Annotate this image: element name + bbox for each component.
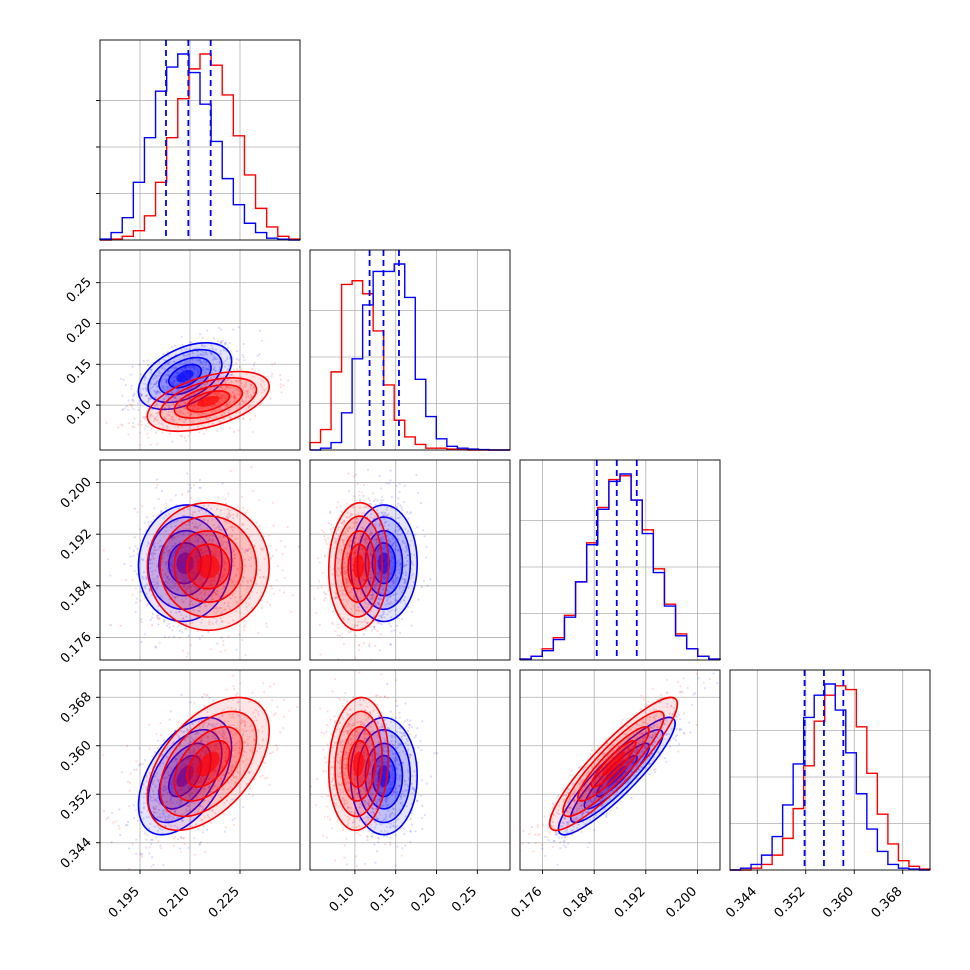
- histogram-blue: [99, 53, 300, 241]
- panel-frame: [519, 669, 721, 871]
- contour-red: [197, 395, 220, 407]
- x-tick-label: 0.25: [449, 884, 480, 915]
- panel-2-1: [309, 459, 511, 661]
- contour-red: [353, 751, 365, 777]
- panel-frame: [309, 459, 511, 661]
- x-tick-label: 0.15: [367, 884, 398, 915]
- contour-red: [196, 751, 220, 777]
- contour-red: [601, 751, 626, 777]
- y-tick-label: 0.352: [58, 786, 95, 823]
- x-tick-label: 0.352: [772, 884, 809, 921]
- histogram-red: [730, 685, 931, 871]
- panel-frame: [99, 39, 301, 241]
- contour-red: [196, 554, 220, 579]
- panel-1-1: [309, 249, 511, 451]
- y-tick-label: 0.192: [58, 526, 95, 563]
- x-tick-label: 0.344: [723, 884, 760, 921]
- y-tick-label: 0.184: [58, 578, 95, 615]
- x-tick-label: 0.20: [408, 884, 439, 915]
- panel-1-0: [96, 249, 301, 451]
- x-tick-label: 0.200: [663, 884, 700, 921]
- histogram-red: [309, 280, 510, 451]
- panel-0-0: [96, 39, 301, 241]
- panel-2-0: [96, 459, 301, 661]
- histogram-blue: [730, 683, 930, 871]
- histogram-blue: [519, 473, 721, 660]
- y-tick-label: 0.10: [64, 397, 95, 428]
- panel-frame: [519, 459, 721, 661]
- contour-red: [353, 554, 365, 579]
- x-tick-label: 0.210: [156, 884, 193, 921]
- panel-2-2: [519, 459, 721, 661]
- histogram-red: [100, 53, 301, 241]
- contour-blue: [176, 765, 194, 788]
- x-tick-label: 0.368: [869, 884, 906, 921]
- y-tick-label: 0.368: [58, 689, 95, 726]
- histogram-blue: [310, 263, 510, 451]
- panel-3-3: [729, 669, 931, 874]
- panel-3-2: [519, 669, 721, 874]
- panel-frame: [309, 669, 511, 871]
- histogram-red: [519, 475, 721, 660]
- x-tick-label: 0.195: [106, 884, 143, 921]
- x-tick-label: 0.360: [820, 884, 857, 921]
- x-tick-label: 0.225: [206, 884, 243, 921]
- contour-blue: [176, 369, 194, 383]
- y-tick-label: 0.344: [58, 835, 95, 872]
- y-tick-label: 0.360: [58, 738, 95, 775]
- panel-3-0: [96, 669, 301, 874]
- y-tick-label: 0.176: [58, 630, 95, 667]
- y-tick-label: 0.25: [64, 275, 95, 306]
- panel-frame: [729, 669, 931, 871]
- y-tick-label: 0.15: [64, 357, 95, 388]
- y-tick-label: 0.200: [58, 475, 95, 512]
- x-tick-label: 0.184: [560, 884, 597, 921]
- panel-frame: [99, 459, 301, 661]
- panel-frame: [309, 249, 511, 451]
- x-tick-label: 0.176: [508, 884, 545, 921]
- x-tick-label: 0.192: [612, 884, 649, 921]
- y-tick-label: 0.20: [64, 316, 95, 347]
- x-tick-label: 0.10: [327, 884, 358, 915]
- panel-3-1: [309, 669, 511, 874]
- panel-frame: [99, 249, 301, 451]
- contour-blue: [377, 552, 391, 575]
- panel-frame: [99, 669, 301, 871]
